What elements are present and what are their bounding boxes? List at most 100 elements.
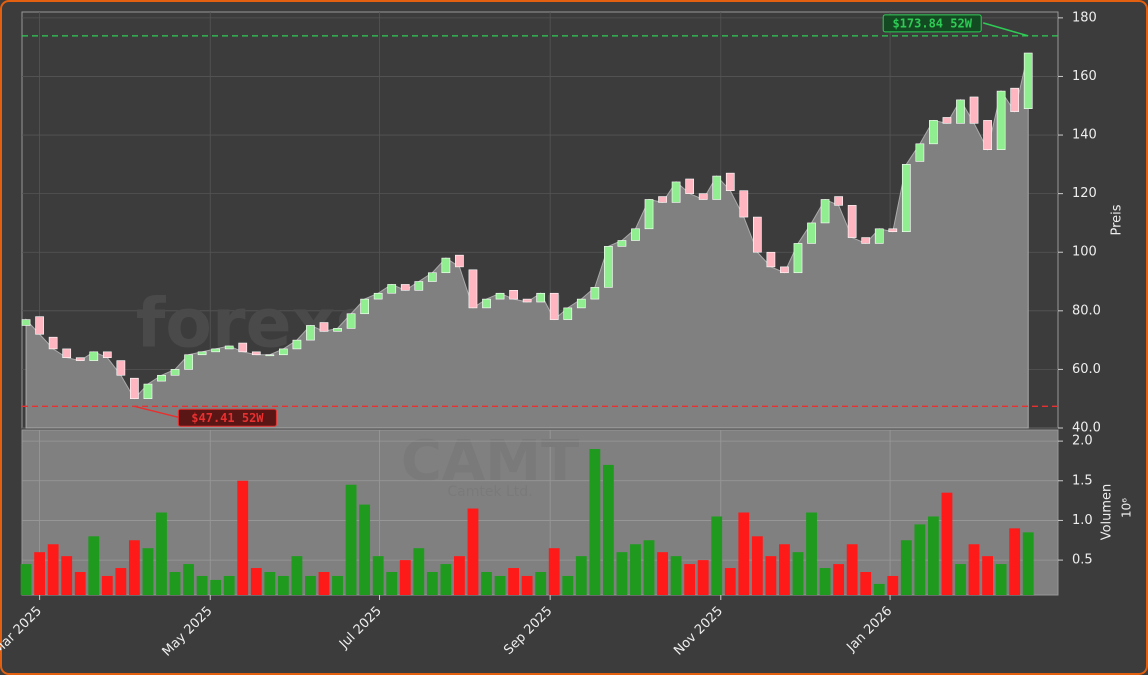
y-tick-label: 80.0 <box>1072 303 1101 318</box>
volume-bar <box>751 536 763 595</box>
y-axis-label: Volumen <box>1100 484 1115 541</box>
candle <box>536 292 546 303</box>
candle <box>576 298 586 309</box>
candle <box>346 313 356 329</box>
volume-bar <box>873 583 885 595</box>
volume-bar <box>88 536 100 595</box>
candle <box>590 287 600 300</box>
candle <box>468 269 478 309</box>
volume-bar <box>670 556 682 595</box>
candle <box>482 298 491 309</box>
candle <box>157 374 166 382</box>
candle <box>888 228 898 233</box>
volume-bar <box>1009 528 1021 595</box>
volume-bar <box>250 568 262 595</box>
volume-bar <box>508 568 520 595</box>
volume-bar <box>724 568 736 595</box>
candle <box>698 193 708 200</box>
candle <box>956 99 965 124</box>
volume-bar <box>521 575 533 595</box>
y-tick-label: 0.5 <box>1072 553 1093 568</box>
candle <box>265 354 275 357</box>
volume-bar <box>535 571 547 595</box>
candle <box>333 328 342 332</box>
volume-bar <box>927 516 939 595</box>
candle <box>306 325 315 341</box>
volume-bar <box>860 571 872 595</box>
volume-bar <box>332 575 343 595</box>
volume-bar <box>738 512 750 595</box>
volume-bar <box>156 512 167 595</box>
candle <box>712 175 722 200</box>
candle <box>170 369 180 376</box>
volume-bar <box>697 560 709 595</box>
candle <box>671 181 681 203</box>
volume-bar <box>1022 532 1034 595</box>
candle <box>21 319 31 326</box>
candle <box>373 292 383 300</box>
candle <box>929 120 938 145</box>
volume-bar <box>548 548 560 595</box>
candle <box>62 348 72 358</box>
candle <box>197 351 207 356</box>
volume-bar <box>481 571 492 595</box>
volume-panel <box>21 429 1059 596</box>
volume-bar <box>657 552 668 595</box>
candle <box>874 228 884 244</box>
annotation-box <box>882 14 982 33</box>
candle <box>143 383 153 400</box>
candle <box>387 284 397 294</box>
volume-bar <box>684 564 696 595</box>
volume-bar <box>779 544 790 595</box>
volume-bar <box>711 516 723 595</box>
annotation-label: $173.84 52W <box>892 16 972 30</box>
annotation-arrow <box>134 405 179 419</box>
candle <box>441 257 451 274</box>
volume-bar <box>101 575 113 595</box>
y-tick-label: 140 <box>1072 128 1097 143</box>
y-tick-label: 120 <box>1072 186 1097 201</box>
volume-bar <box>454 556 465 595</box>
volume-bar <box>115 568 127 595</box>
candle <box>1010 87 1020 112</box>
candle <box>644 199 654 230</box>
watermark-sub: Camtek Ltd. <box>447 484 532 500</box>
volume-bar <box>196 575 208 595</box>
volume-bar <box>169 571 181 595</box>
candle <box>130 377 139 400</box>
candle <box>563 307 573 320</box>
candle <box>116 360 126 376</box>
volume-bar <box>210 579 222 595</box>
candle <box>455 254 464 268</box>
axis-offset: 10⁶ <box>1120 498 1134 518</box>
y-tick-label: 2.0 <box>1072 434 1093 449</box>
candle <box>685 178 695 194</box>
y-axis-label: Preis <box>1110 204 1125 235</box>
volume-bar <box>305 575 316 595</box>
volume-bar <box>968 544 980 595</box>
candle <box>319 322 329 332</box>
volume-bar <box>765 556 777 595</box>
candle <box>48 336 58 350</box>
candle <box>279 348 288 356</box>
candle <box>766 251 776 268</box>
volume-bar <box>318 571 330 595</box>
candle <box>251 351 261 356</box>
candle <box>102 351 112 358</box>
volume-bar <box>955 564 966 595</box>
candle <box>522 298 532 303</box>
candle <box>604 246 613 288</box>
volume-bar <box>237 480 249 595</box>
volume-bar <box>494 575 506 595</box>
candle <box>211 348 221 353</box>
volume-bar <box>413 548 425 595</box>
volume-bar <box>47 544 59 595</box>
y-tick-label: 100 <box>1072 245 1097 260</box>
candle <box>915 143 925 162</box>
y-tick-label: 180 <box>1072 10 1097 25</box>
candle <box>901 164 911 233</box>
volume-bar <box>630 544 641 595</box>
volume-bar <box>399 560 411 595</box>
